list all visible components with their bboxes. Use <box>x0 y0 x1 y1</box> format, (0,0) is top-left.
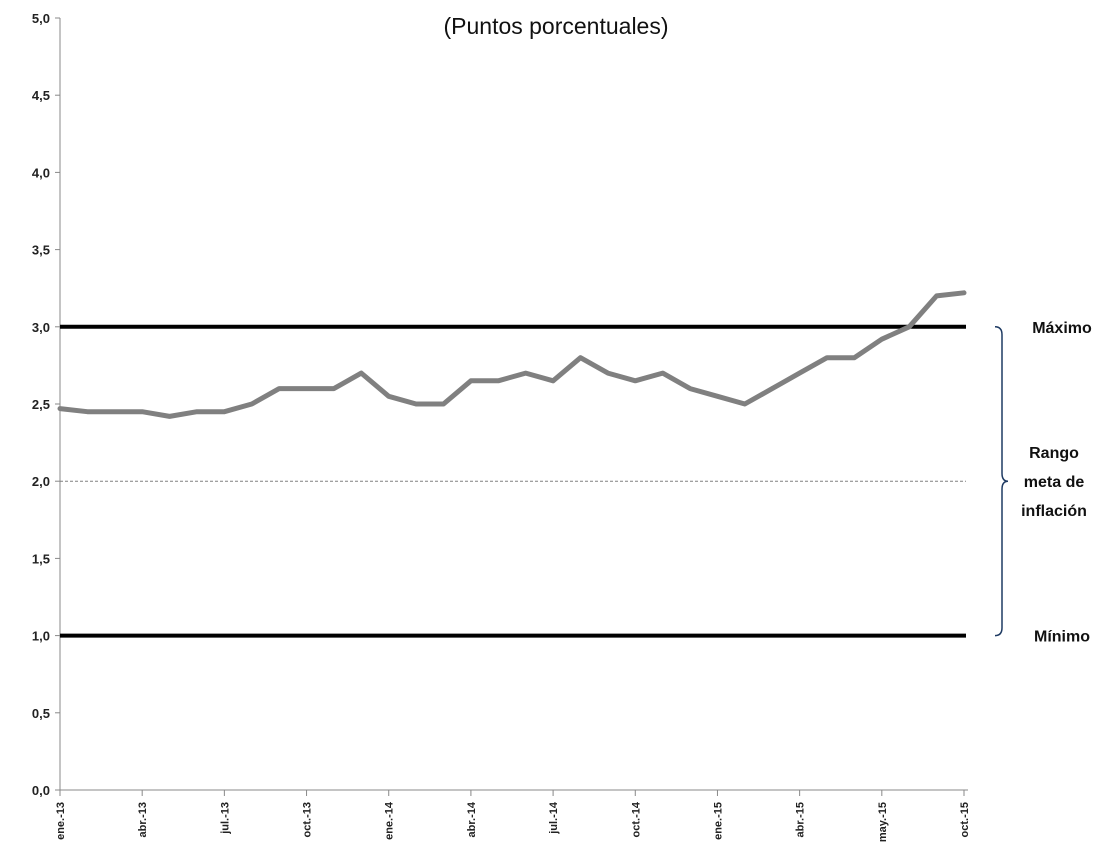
reference-line-label: Mínimo <box>1034 629 1090 646</box>
y-tick-label: 1,5 <box>32 551 50 566</box>
reference-lines: Máximo Mínimo <box>60 320 1092 646</box>
y-tick-label: 4,0 <box>32 165 50 180</box>
x-tick-label: ene.-13 <box>55 802 67 840</box>
series-layer <box>57 290 967 419</box>
y-tick-label: 0,5 <box>32 706 50 721</box>
range-label-line: meta de <box>1024 474 1085 491</box>
x-tick-label: jul.-14 <box>548 801 560 835</box>
y-tick-label: 3,5 <box>32 243 50 258</box>
range-label-line: Rango <box>1029 445 1079 462</box>
x-tick-label: abr.-14 <box>466 801 478 837</box>
y-tick-label: 2,0 <box>32 474 50 489</box>
y-tick-label: 2,5 <box>32 397 50 412</box>
y-tick-label: 4,5 <box>32 88 50 103</box>
x-tick-label: ene.-14 <box>384 801 396 840</box>
axes: 0,0 0,5 1,0 1,5 2,0 2,5 3,0 3,5 4,0 4,5 5,0 ene.-13… <box>32 11 971 842</box>
range-label-line: inflación <box>1021 503 1087 520</box>
x-tick-label: oct.-14 <box>630 801 642 837</box>
range-bracket: Rango meta de inflación <box>994 326 1087 637</box>
y-tick-label: 0,0 <box>32 783 50 798</box>
reference-line-label: Máximo <box>1032 320 1092 337</box>
x-tick-label: may.-15 <box>877 802 889 842</box>
x-tick-label: abr.-15 <box>795 802 807 837</box>
x-tick-label: abr.-13 <box>137 802 149 837</box>
y-tick-label: 3,0 <box>32 320 50 335</box>
chart-subtitle: (Puntos porcentuales) <box>443 13 668 39</box>
y-tick-label: 5,0 <box>32 11 50 26</box>
x-tick-label: oct.-13 <box>302 802 314 837</box>
y-tick-label: 1,0 <box>32 629 50 644</box>
x-tick-label: ene.-15 <box>712 802 724 840</box>
range-brace <box>994 326 1009 637</box>
x-tick-label: jul.-13 <box>219 802 231 835</box>
x-tick-label: oct.-15 <box>959 802 971 837</box>
series-line <box>57 290 967 419</box>
